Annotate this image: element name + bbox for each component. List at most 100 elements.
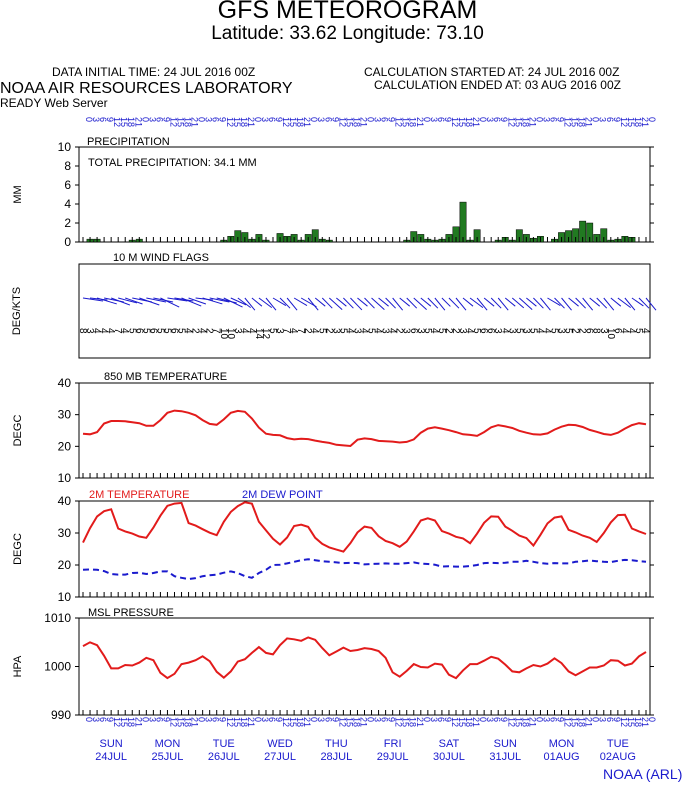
top-hour-label: 0	[591, 117, 601, 122]
bottom-hour-label: 12	[506, 717, 516, 727]
wind-ylabel: DEG/KTS	[11, 287, 23, 335]
bottom-hour-label: 21	[246, 717, 256, 727]
wind-speed-label: 4	[105, 328, 116, 334]
wind-barb	[139, 297, 160, 306]
bottom-hour-label: 9	[218, 717, 228, 722]
bottom-hour-label: 18	[464, 717, 474, 727]
bottom-hour-label: 12	[450, 717, 460, 727]
top-hour-label: 21	[302, 117, 312, 127]
date-label: 26JUL	[208, 751, 240, 763]
wind-barb	[582, 297, 594, 311]
top-hour-label: 6	[492, 117, 502, 122]
wind-barb	[448, 297, 460, 309]
t2m-ytick-label: 20	[58, 558, 72, 572]
top-hour-label: 6	[548, 117, 558, 122]
bottom-hour-label: 12	[225, 717, 235, 727]
wind-barb	[307, 297, 319, 311]
t2m-ytick-label: 30	[58, 526, 72, 540]
top-hour-label: 21	[584, 117, 594, 127]
dewpoint-legend: 2M DEW POINT	[242, 489, 323, 501]
top-hour-label: 21	[471, 117, 481, 127]
wind-speed-label: 5	[436, 328, 447, 334]
wind-barb	[328, 297, 343, 310]
t2m-ylabel: DEGC	[12, 533, 24, 565]
top-hour-label: 15	[570, 117, 580, 127]
wind-barb	[399, 297, 411, 307]
bottom-hour-label: 3	[260, 717, 270, 722]
wind-speed-label: 4	[91, 328, 102, 334]
mslp-ytick-label: 1000	[44, 660, 71, 674]
wind-speed-label: 3	[520, 328, 531, 334]
wind-speed-label: 4	[98, 328, 109, 334]
bottom-hour-label: 21	[415, 717, 425, 727]
bottom-hour-label: 6	[154, 717, 164, 722]
top-hour-label: 15	[232, 117, 242, 127]
wind-barb	[265, 297, 277, 311]
wind-barb	[251, 297, 263, 307]
bottom-hour-label: 0	[197, 717, 207, 722]
top-hour-label: 12	[337, 117, 347, 127]
wind-barb	[293, 297, 308, 307]
bottom-hour-label: 15	[626, 717, 636, 727]
wind-speed-label: 3	[84, 328, 95, 334]
bottom-hour-label: 21	[133, 717, 143, 727]
t2m-ytick-label: 10	[58, 590, 72, 604]
wind-speed-label: 5	[366, 328, 377, 334]
wind-speed-label: 2	[394, 328, 405, 334]
bottom-hour-label: 12	[563, 717, 573, 727]
top-hour-label: 6	[267, 117, 277, 122]
wind-barb	[364, 297, 375, 309]
wind-speed-label: 7	[295, 328, 306, 334]
bottom-hour-label: 0	[366, 717, 376, 722]
wind-barb	[230, 297, 247, 306]
bottom-hour-label: 9	[612, 717, 622, 722]
bottom-hour-label: 6	[380, 717, 390, 722]
top-hour-label: 15	[288, 117, 298, 127]
top-hour-label: 0	[366, 117, 376, 122]
precip-ytick-label: 4	[64, 197, 71, 211]
wind-barb	[596, 297, 608, 309]
mslp-ytick-label: 1010	[44, 611, 71, 625]
wind-speed-label: 3	[401, 328, 412, 334]
bottom-hour-label: 3	[429, 717, 439, 722]
bottom-hour-label: 15	[232, 717, 242, 727]
bottom-hour-label: 21	[640, 717, 650, 727]
wind-barb	[434, 297, 446, 311]
t850-ytick-label: 30	[58, 408, 72, 422]
wind-barb	[343, 297, 354, 309]
top-hour-label: 9	[556, 117, 566, 122]
bottom-hour-label: 18	[183, 717, 193, 727]
wind-speed-label: 5	[337, 328, 348, 334]
mslp-line	[82, 636, 647, 680]
bottom-hour-label: 6	[436, 717, 446, 722]
wind-speed-label: 4	[183, 328, 194, 334]
precip-ytick-label: 2	[64, 216, 71, 230]
bottom-hour-label: 3	[373, 717, 383, 722]
bottom-hour-label: 15	[570, 717, 580, 727]
wind-barb	[153, 297, 174, 303]
wind-speed-label: 4	[534, 328, 545, 334]
top-hour-label: 12	[619, 117, 629, 127]
top-hour-label: 12	[168, 117, 178, 127]
wind-barb	[518, 297, 533, 310]
t2m-line	[82, 501, 647, 553]
bottom-hour-label: 18	[351, 717, 361, 727]
bottom-hour-label: 18	[633, 717, 643, 727]
wind-speed-label: 10	[218, 328, 229, 340]
wind-barb	[469, 297, 484, 308]
wind-barb	[533, 297, 544, 309]
wind-barb	[413, 297, 427, 310]
t850-line	[82, 409, 647, 448]
wind-speed-label: 6	[133, 328, 144, 334]
top-hour-label: 12	[450, 117, 460, 127]
top-hour-label: 9	[218, 117, 228, 122]
top-hour-label: 9	[612, 117, 622, 122]
top-hour-label: 3	[598, 117, 608, 122]
t850-ytick-label: 20	[58, 439, 72, 453]
top-hour-label: 9	[161, 117, 171, 122]
bottom-hour-label: 0	[140, 717, 150, 722]
bottom-hour-label: 9	[387, 717, 397, 722]
top-hour-label: 18	[520, 117, 530, 127]
bottom-hour-label: 3	[316, 717, 326, 722]
wind-speed-label: 12	[260, 328, 271, 340]
